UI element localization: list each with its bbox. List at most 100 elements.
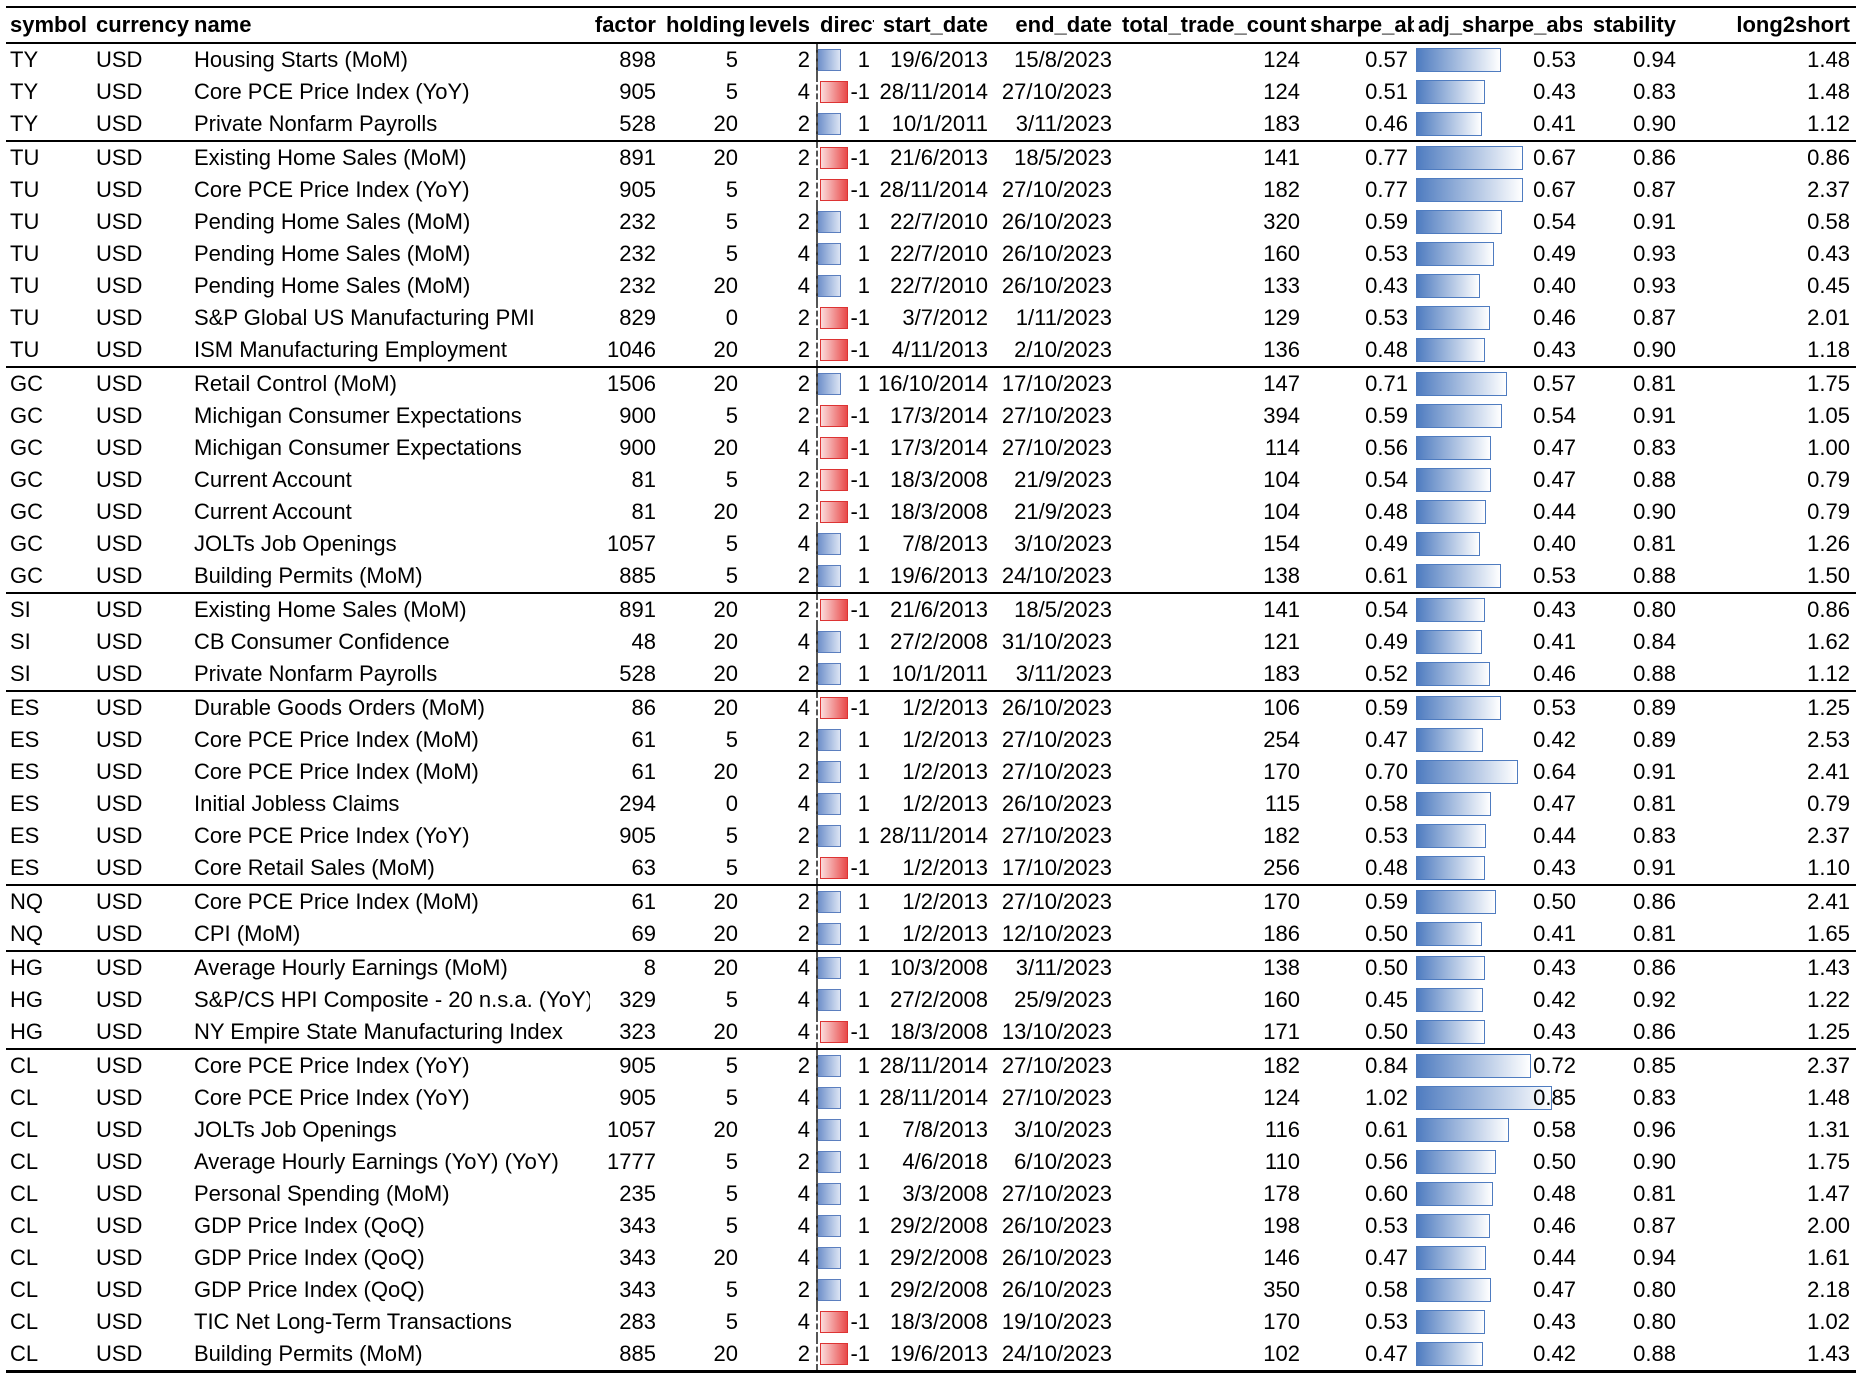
cell-factor[interactable]: 235 xyxy=(619,1181,656,1206)
cell-adj-sharpe-abs[interactable]: 0.57 xyxy=(1414,366,1582,400)
cell-levels[interactable]: 4 xyxy=(744,690,816,724)
cell-start-date[interactable]: 19/6/2013 xyxy=(890,47,988,72)
cell-currency[interactable]: USD xyxy=(96,79,143,104)
cell-symbol[interactable]: TU xyxy=(10,305,40,330)
header-currency[interactable]: currency xyxy=(92,6,190,44)
cell-name[interactable]: Retail Control (MoM) xyxy=(190,366,590,400)
cell-stability[interactable]: 0.91 xyxy=(1633,855,1676,880)
cell-adj-sharpe-abs[interactable]: 0.40 xyxy=(1414,528,1582,560)
cell-direct[interactable]: 1 xyxy=(816,528,874,560)
cell-holding[interactable]: 20 xyxy=(662,1338,744,1373)
cell-sharpe-abs[interactable]: 0.58 xyxy=(1365,791,1408,816)
cell-holding[interactable]: 5 xyxy=(725,823,738,848)
cell-long2short[interactable]: 1.31 xyxy=(1807,1117,1850,1142)
cell-holding[interactable]: 5 xyxy=(725,209,738,234)
cell-adj-sharpe-abs[interactable]: 0.47 xyxy=(1414,464,1582,496)
cell-levels[interactable]: 2 xyxy=(797,499,810,524)
cell-levels[interactable]: 2 xyxy=(744,140,816,174)
cell-sharpe-abs[interactable]: 0.71 xyxy=(1306,366,1414,400)
cell-holding[interactable]: 5 xyxy=(725,47,738,72)
cell-name[interactable]: Existing Home Sales (MoM) xyxy=(190,140,590,174)
cell-levels[interactable]: 2 xyxy=(797,855,810,880)
cell-end-date[interactable]: 26/10/2023 xyxy=(994,690,1118,724)
cell-name[interactable]: Core PCE Price Index (YoY) xyxy=(194,79,470,104)
header-levels[interactable]: levels xyxy=(744,6,816,44)
cell-start-date[interactable]: 10/1/2011 xyxy=(891,661,988,686)
cell-stability[interactable]: 0.88 xyxy=(1582,1338,1682,1373)
cell-adj-sharpe-abs[interactable]: 0.43 xyxy=(1414,1016,1582,1049)
cell-factor[interactable]: 81 xyxy=(631,499,656,524)
cell-long2short[interactable]: 0.45 xyxy=(1807,273,1850,298)
cell-sharpe-abs[interactable]: 0.50 xyxy=(1306,950,1414,984)
cell-stability[interactable]: 0.81 xyxy=(1633,531,1676,556)
cell-stability[interactable]: 0.88 xyxy=(1633,661,1676,686)
cell-levels[interactable]: 4 xyxy=(797,629,810,654)
cell-name[interactable]: Core PCE Price Index (MoM) xyxy=(190,884,590,918)
cell-name[interactable]: Michigan Consumer Expectations xyxy=(194,403,522,428)
cell-stability[interactable]: 0.81 xyxy=(1582,366,1682,400)
cell-factor[interactable]: 891 xyxy=(590,592,662,626)
cell-start-date[interactable]: 18/3/2008 xyxy=(890,467,988,492)
cell-stability[interactable]: 0.90 xyxy=(1633,1149,1676,1174)
cell-adj-sharpe-abs[interactable]: 0.47 xyxy=(1414,788,1582,820)
cell-holding[interactable]: 20 xyxy=(662,366,744,400)
cell-name[interactable]: Average Hourly Earnings (YoY) (YoY) xyxy=(194,1149,559,1174)
cell-adj-sharpe-abs[interactable]: 0.72 xyxy=(1414,1048,1582,1082)
cell-name[interactable]: Core PCE Price Index (MoM) xyxy=(194,727,479,752)
cell-stability[interactable]: 0.91 xyxy=(1633,759,1676,784)
cell-long2short[interactable]: 2.41 xyxy=(1682,884,1856,918)
cell-start-date[interactable]: 10/3/2008 xyxy=(874,950,994,984)
header-direct[interactable]: direct xyxy=(816,6,874,44)
cell-end-date[interactable]: 18/5/2023 xyxy=(994,140,1118,174)
cell-sharpe-abs[interactable]: 0.48 xyxy=(1365,499,1408,524)
cell-sharpe-abs[interactable]: 0.48 xyxy=(1365,337,1408,362)
cell-levels[interactable]: 4 xyxy=(797,1181,810,1206)
cell-long2short[interactable]: 1.25 xyxy=(1807,1019,1850,1044)
cell-total-trade-count[interactable]: 121 xyxy=(1263,629,1300,654)
cell-adj-sharpe-abs[interactable]: 0.43 xyxy=(1414,950,1582,984)
cell-total-trade-count[interactable]: 116 xyxy=(1264,1117,1300,1142)
cell-end-date[interactable]: 27/10/2023 xyxy=(1001,823,1112,848)
cell-long2short[interactable]: 1.75 xyxy=(1682,366,1856,400)
cell-stability[interactable]: 0.81 xyxy=(1633,921,1676,946)
cell-sharpe-abs[interactable]: 0.49 xyxy=(1365,629,1408,654)
cell-adj-sharpe-abs[interactable]: 0.43 xyxy=(1414,852,1582,885)
cell-holding[interactable]: 20 xyxy=(713,337,738,362)
cell-total-trade-count[interactable]: 186 xyxy=(1263,921,1300,946)
cell-direct[interactable]: -1 xyxy=(816,334,874,367)
cell-currency[interactable]: USD xyxy=(96,1019,143,1044)
cell-end-date[interactable]: 3/11/2023 xyxy=(994,950,1118,984)
cell-sharpe-abs[interactable]: 0.47 xyxy=(1306,1338,1414,1373)
cell-long2short[interactable]: 0.86 xyxy=(1682,140,1856,174)
cell-sharpe-abs[interactable]: 0.59 xyxy=(1365,403,1408,428)
cell-symbol[interactable]: GC xyxy=(10,563,43,588)
cell-start-date[interactable]: 28/11/2014 xyxy=(879,823,988,848)
cell-start-date[interactable]: 7/8/2013 xyxy=(902,1117,988,1142)
cell-currency[interactable]: USD xyxy=(96,987,143,1012)
cell-end-date[interactable]: 3/11/2023 xyxy=(1015,111,1112,136)
cell-long2short[interactable]: 2.37 xyxy=(1682,1048,1856,1082)
cell-direct[interactable]: -1 xyxy=(816,1338,874,1373)
cell-start-date[interactable]: 29/2/2008 xyxy=(890,1277,988,1302)
cell-name[interactable]: GDP Price Index (QoQ) xyxy=(194,1277,425,1302)
cell-end-date[interactable]: 13/10/2023 xyxy=(1001,1019,1112,1044)
cell-name[interactable]: GDP Price Index (QoQ) xyxy=(194,1213,425,1238)
cell-factor[interactable]: 528 xyxy=(619,111,656,136)
cell-direct[interactable]: 1 xyxy=(816,270,874,302)
cell-sharpe-abs[interactable]: 0.59 xyxy=(1306,884,1414,918)
cell-factor[interactable]: 232 xyxy=(619,241,656,266)
cell-start-date[interactable]: 22/7/2010 xyxy=(890,273,988,298)
cell-symbol[interactable]: CL xyxy=(10,1309,39,1334)
cell-symbol[interactable]: ES xyxy=(10,759,40,784)
cell-adj-sharpe-abs[interactable]: 0.54 xyxy=(1414,400,1582,432)
cell-holding[interactable]: 5 xyxy=(662,1048,744,1082)
cell-holding[interactable]: 20 xyxy=(662,950,744,984)
cell-direct[interactable]: 1 xyxy=(816,820,874,852)
header-holding[interactable]: holding xyxy=(662,6,744,44)
cell-levels[interactable]: 2 xyxy=(744,1048,816,1082)
cell-stability[interactable]: 0.94 xyxy=(1633,47,1676,72)
cell-currency[interactable]: USD xyxy=(96,921,143,946)
cell-stability[interactable]: 0.83 xyxy=(1633,79,1676,104)
cell-long2short[interactable]: 0.79 xyxy=(1807,791,1850,816)
cell-start-date[interactable]: 28/11/2014 xyxy=(879,177,988,202)
